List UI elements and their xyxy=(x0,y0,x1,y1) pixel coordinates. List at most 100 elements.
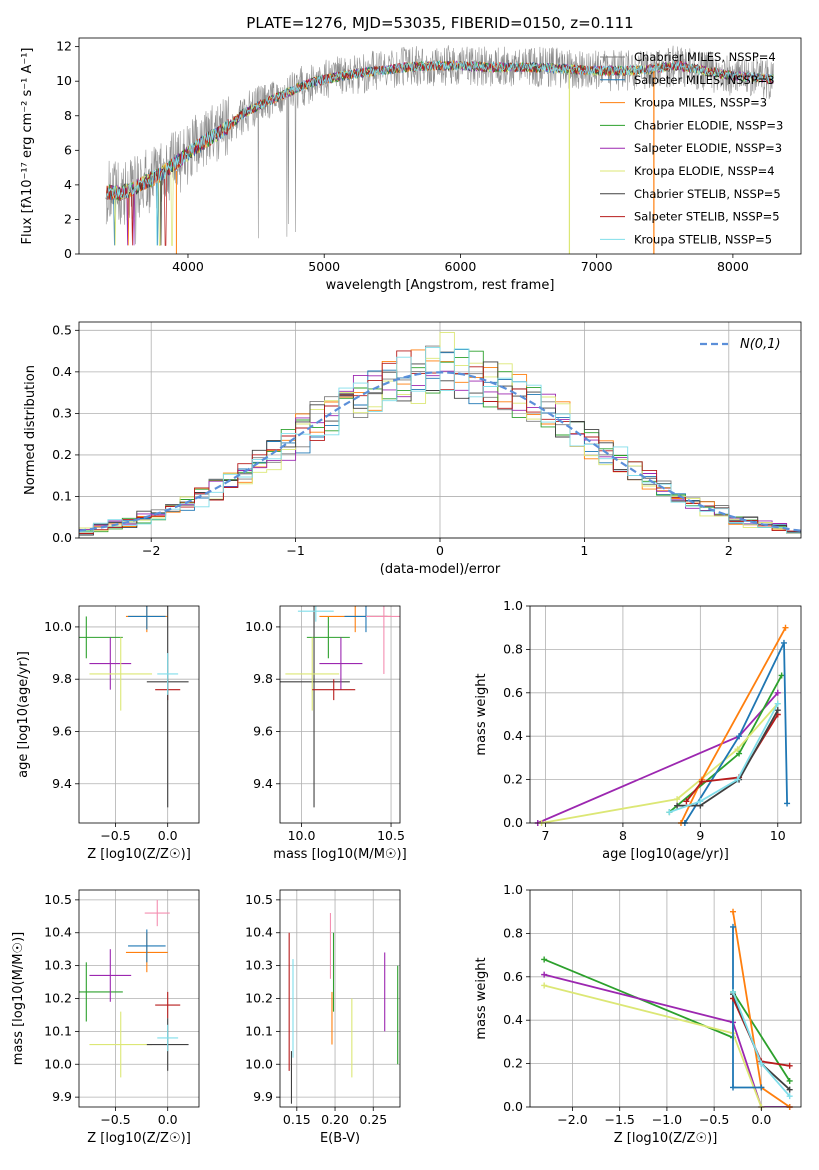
spectrum-ytick-label: 10 xyxy=(56,73,72,88)
weight-vs-z-ytick-label: 0.4 xyxy=(503,1012,523,1027)
data-point-marker xyxy=(541,982,548,989)
weight-vs-z-ylabel: mass weight xyxy=(474,957,489,1039)
mass-vs-ebv-ytick-label: 10.0 xyxy=(245,1056,273,1071)
weight-vs-age-xtick-label: 10 xyxy=(770,828,786,843)
data-point-marker xyxy=(541,971,548,978)
spectrum-line xyxy=(105,60,774,201)
mass-vs-ebv-ytick-label: 10.2 xyxy=(245,991,273,1006)
mass-vs-z-xtick-label: 0.0 xyxy=(158,1112,178,1127)
data-point-marker xyxy=(674,802,681,809)
mass-vs-z-ytick-label: 9.9 xyxy=(52,1089,72,1104)
hist-ytick-label: 0.1 xyxy=(52,488,72,503)
legend-label: Kroupa STELIB, NSSP=5 xyxy=(634,232,772,246)
legend-label: Chabrier MILES, NSSP=4 xyxy=(634,50,776,64)
hist-ytick-label: 0.5 xyxy=(52,322,72,337)
weight-vs-z-ytick-label: 1.0 xyxy=(503,882,523,897)
legend-label: Chabrier STELIB, NSSP=5 xyxy=(634,187,781,201)
hist-xtick-label: −2 xyxy=(142,543,160,558)
age-vs-mass-xtick-label: 10.0 xyxy=(288,828,316,843)
age-vs-mass-xlabel: mass [log10(M/M☉)] xyxy=(273,847,406,862)
weight-vs-z-xtick-label: −2.0 xyxy=(557,1112,587,1127)
age-vs-z-frame xyxy=(78,605,200,824)
hist-ytick-label: 0.4 xyxy=(52,364,72,379)
mass-vs-z-ytick-label: 10.0 xyxy=(44,1056,72,1071)
hist-xtick-label: 1 xyxy=(580,543,588,558)
hist-xtick-label: −1 xyxy=(286,543,304,558)
spectrum-ytick-label: 6 xyxy=(64,142,72,157)
data-point-marker xyxy=(730,988,737,995)
mass-vs-z-ylabel: mass [log10(M/M☉)] xyxy=(11,932,26,1065)
legend-label: Kroupa ELODIE, NSSP=4 xyxy=(634,164,775,178)
mass-vs-z-xtick-label: −0.5 xyxy=(100,1112,130,1127)
legend-label: Salpeter ELODIE, NSSP=3 xyxy=(634,141,782,155)
hist-xtick-label: 2 xyxy=(725,543,733,558)
weight-vs-age-xtick-label: 9 xyxy=(696,828,704,843)
hist-ytick-label: 0.3 xyxy=(52,405,72,420)
mass-vs-ebv-xtick-label: 0.15 xyxy=(283,1112,311,1127)
histogram-step xyxy=(79,346,801,538)
spectrum-ytick-label: 12 xyxy=(56,39,72,54)
spectrum-xtick-label: 5000 xyxy=(308,259,340,274)
spectrum-line xyxy=(105,60,774,246)
mass-vs-ebv-xlabel: E(B-V) xyxy=(320,1131,360,1146)
hist-ytick-label: 0.2 xyxy=(52,447,72,462)
mass-vs-ebv-ytick-label: 10.4 xyxy=(245,925,273,940)
spectrum-xtick-label: 6000 xyxy=(445,259,477,274)
age-vs-mass-xtick-label: 10.5 xyxy=(377,828,405,843)
weight-vs-age-xtick-label: 8 xyxy=(619,828,627,843)
data-point-marker xyxy=(786,1077,793,1084)
weight-vs-z-xtick-label: −1.0 xyxy=(652,1112,682,1127)
weight-vs-age-line xyxy=(541,703,779,823)
data-point-marker xyxy=(784,800,791,807)
data-point-marker xyxy=(758,1084,765,1091)
weight-vs-age-line xyxy=(669,703,779,813)
legend-label: N(0,1) xyxy=(740,337,781,352)
data-point-marker xyxy=(541,956,548,963)
weight-vs-z-frame xyxy=(529,889,802,1108)
spectrum-frame xyxy=(78,37,802,255)
mass-vs-ebv-ytick-label: 9.9 xyxy=(253,1089,273,1104)
weight-vs-z-xtick-label: −0.5 xyxy=(699,1112,729,1127)
hist-xlabel: (data-model)/error xyxy=(380,562,501,577)
data-point-marker xyxy=(666,809,673,816)
data-point-marker xyxy=(730,1084,737,1091)
mass-vs-ebv-ytick-label: 10.5 xyxy=(245,892,273,907)
weight-vs-age-ytick-label: 0.2 xyxy=(503,772,523,787)
weight-vs-z-xtick-label: 0.0 xyxy=(751,1112,771,1127)
spectrum-xtick-label: 8000 xyxy=(717,259,749,274)
age-vs-z-xtick-label: 0.0 xyxy=(158,828,178,843)
weight-vs-z-line xyxy=(543,973,790,1107)
mass-vs-ebv-xtick-label: 0.20 xyxy=(321,1112,349,1127)
legend-label: Salpeter STELIB, NSSP=5 xyxy=(634,210,780,224)
mass-vs-z-ytick-label: 10.4 xyxy=(44,925,72,940)
weight-vs-z-xtick-label: −1.5 xyxy=(605,1112,635,1127)
weight-vs-z-ytick-label: 0.8 xyxy=(503,925,523,940)
age-vs-mass-ytick-label: 9.4 xyxy=(253,776,273,791)
weight-vs-age-line xyxy=(684,642,788,823)
mass-vs-ebv-ytick-label: 10.3 xyxy=(245,958,273,973)
age-vs-z-ytick-label: 9.4 xyxy=(52,776,72,791)
age-vs-z-xtick-label: −0.5 xyxy=(100,828,130,843)
data-point-marker xyxy=(697,798,704,805)
weight-vs-age-ytick-label: 0.8 xyxy=(503,641,523,656)
mass-vs-z-ytick-label: 10.2 xyxy=(44,991,72,1006)
spectrum-line xyxy=(105,60,774,246)
hist-xtick-label: 0 xyxy=(436,543,444,558)
data-point-marker xyxy=(730,923,737,930)
data-point-marker xyxy=(734,746,741,753)
hist-ylabel: Normed distribution xyxy=(23,365,38,495)
gaussian-curve xyxy=(79,371,801,532)
data-point-marker xyxy=(774,707,781,714)
age-vs-z-ytick-label: 9.6 xyxy=(52,723,72,738)
data-point-marker xyxy=(674,796,681,803)
age-vs-z-ylabel: age [log10(age/yr)] xyxy=(16,651,31,778)
weight-vs-age-ytick-label: 0.0 xyxy=(503,815,523,830)
spectrum-ytick-label: 4 xyxy=(64,177,72,192)
spectrum-xlabel: wavelength [Angstrom, rest frame] xyxy=(326,278,555,293)
mass-vs-ebv-ytick-label: 10.1 xyxy=(245,1023,273,1038)
weight-vs-age-ylabel: mass weight xyxy=(474,673,489,755)
data-point-marker xyxy=(780,639,787,646)
weight-vs-z-ytick-label: 0.2 xyxy=(503,1056,523,1071)
data-point-marker xyxy=(774,700,781,707)
